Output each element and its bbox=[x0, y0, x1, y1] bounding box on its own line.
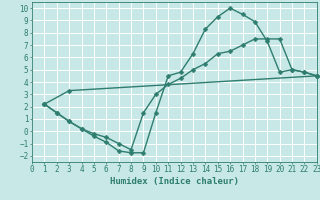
X-axis label: Humidex (Indice chaleur): Humidex (Indice chaleur) bbox=[110, 177, 239, 186]
